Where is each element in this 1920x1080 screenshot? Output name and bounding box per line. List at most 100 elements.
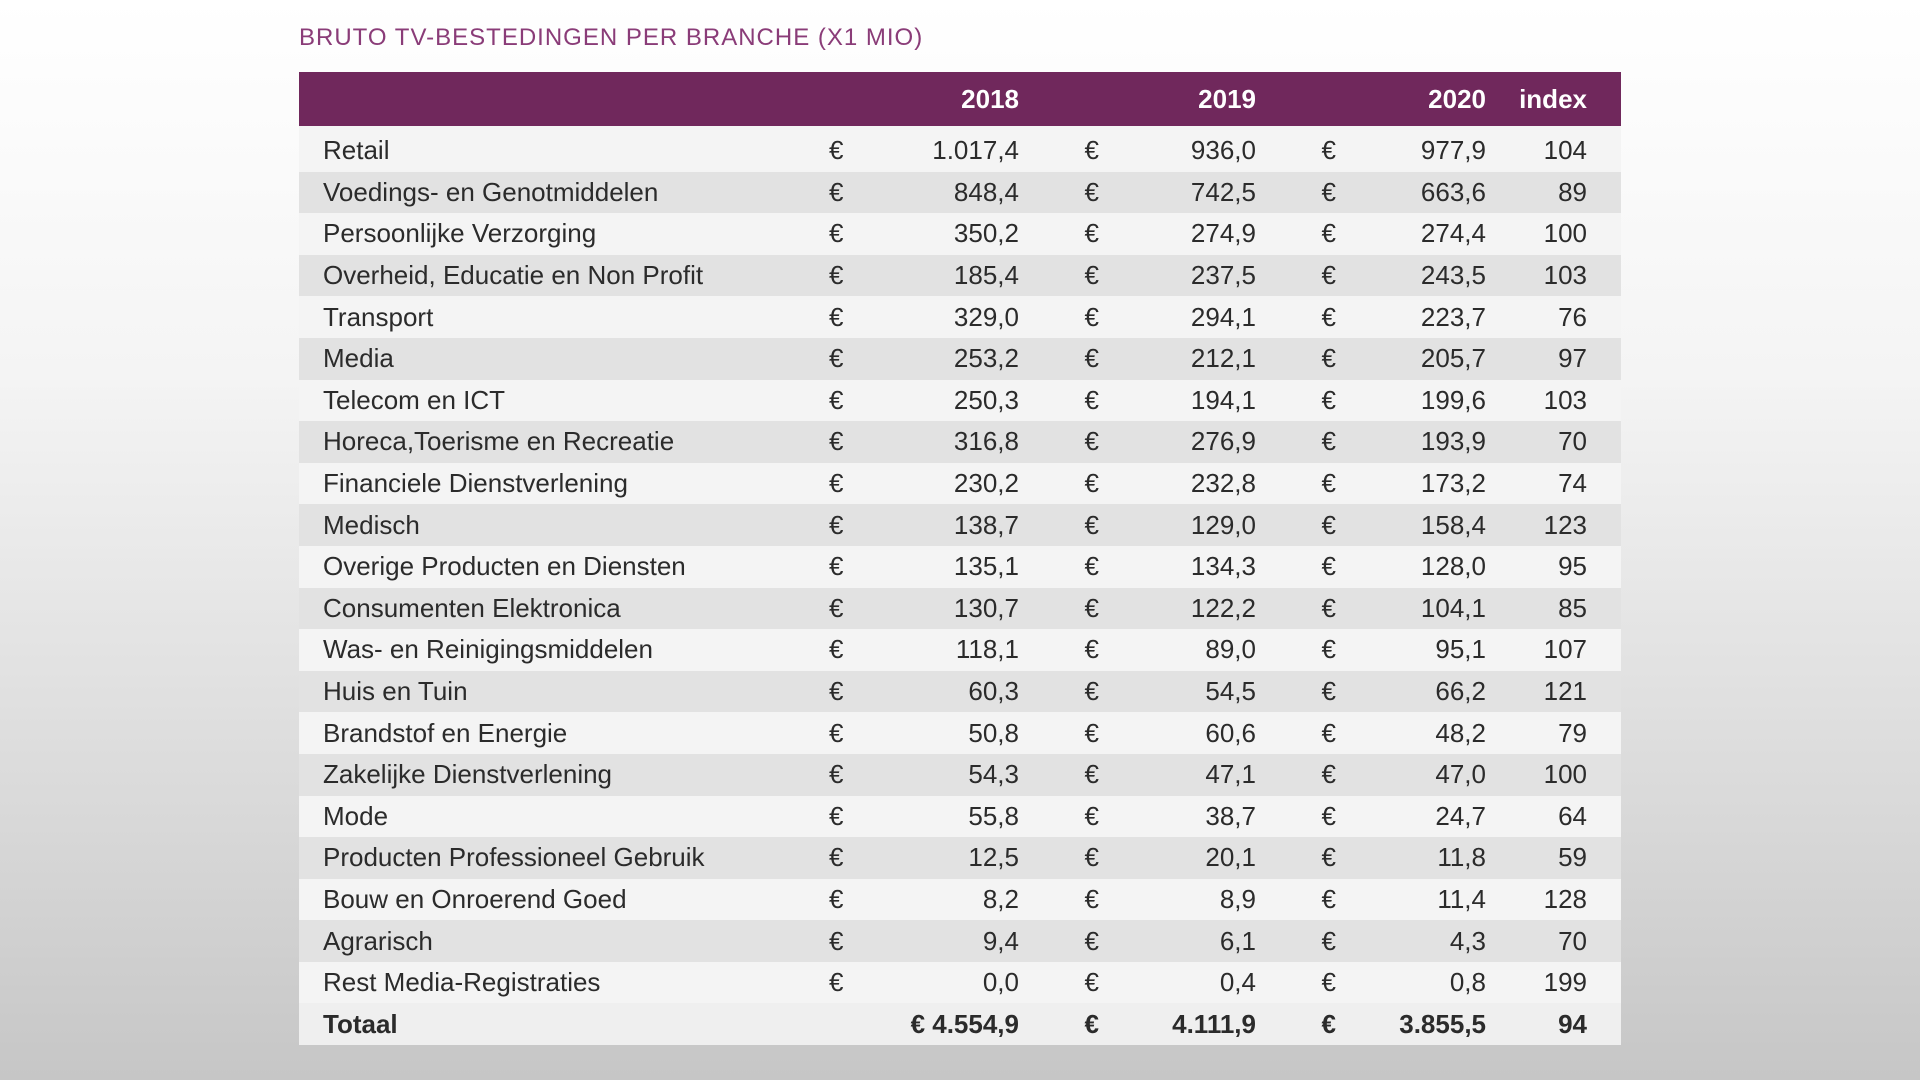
value-2020: 48,2: [1435, 717, 1486, 748]
value-2020: 173,2: [1420, 468, 1486, 499]
row-label: Consumenten Elektronica: [323, 592, 621, 623]
value-index: 95: [1558, 551, 1587, 582]
table-row: Horeca,Toerisme en Recreatie €316,8 €276,9…: [299, 421, 1621, 463]
header-index: index: [1519, 83, 1587, 114]
table-title: BRUTO TV-BESTEDINGEN PER BRANCHE (X1 MIO…: [299, 24, 924, 51]
value-2018: 350,2: [953, 218, 1019, 249]
euro-symbol-2020: €: [1321, 842, 1336, 873]
euro-symbol-2018: €: [829, 592, 844, 623]
table-row: Rest Media-Registraties €0,0 €0,4 €0,8 199: [299, 961, 1621, 1004]
header-label-cell: [299, 72, 809, 126]
value-2018: 9,4: [982, 925, 1019, 956]
euro-symbol-2020: €: [1321, 343, 1336, 374]
value-2018: 60,3: [968, 676, 1019, 707]
row-label: Brandstof en Energie: [323, 717, 568, 748]
table-row: Producten Professioneel Gebruik €12,5 €20,…: [299, 837, 1621, 879]
euro-symbol-2020: €: [1321, 759, 1336, 790]
euro-symbol-2019: €: [1084, 634, 1099, 665]
spacer-row: [299, 126, 1621, 130]
euro-symbol-2018: €: [829, 343, 844, 374]
euro-symbol-2020: €: [1321, 883, 1336, 914]
table-row: Mode €55,8 €38,7 €24,7 64: [299, 795, 1621, 838]
table-row: Bouw en Onroerend Goed €8,2 €8,9 €11,4 128: [299, 878, 1621, 921]
value-2019: 274,9: [1190, 218, 1256, 249]
euro-symbol-2018: €: [829, 842, 844, 873]
value-index: 59: [1558, 842, 1587, 873]
value-index: 70: [1558, 925, 1587, 956]
euro-symbol-2019: €: [1084, 759, 1099, 790]
value-2019: 8,9: [1219, 883, 1256, 914]
euro-symbol-2020-total: €: [1321, 1008, 1336, 1039]
table-body: Retail €1.017,4 €936,0 €977,9 104 Voedings- e…: [299, 126, 1621, 1046]
table-row: Retail €1.017,4 €936,0 €977,9 104: [299, 130, 1621, 172]
euro-symbol-2019: €: [1084, 135, 1099, 166]
value-2018: 50,8: [968, 717, 1019, 748]
row-label: Voedings- en Genotmiddelen: [323, 176, 659, 207]
value-index: 121: [1543, 676, 1587, 707]
value-2018: 138,7: [953, 509, 1019, 540]
row-label: Media: [323, 343, 394, 374]
row-label: Telecom en ICT: [323, 384, 506, 415]
table-row: Huis en Tuin €60,3 €54,5 €66,2 121: [299, 670, 1621, 713]
value-2020: 4,3: [1449, 925, 1486, 956]
total-index: 94: [1558, 1008, 1587, 1039]
euro-symbol-2018: €: [829, 676, 844, 707]
value-2020: 223,7: [1420, 301, 1486, 332]
value-2019: 47,1: [1205, 759, 1256, 790]
row-label: Agrarisch: [323, 925, 433, 956]
spending-table-container: 2018 2019 2020 index Retail €1.017,4 €936,…: [299, 72, 1621, 1046]
value-2018: 250,3: [953, 384, 1019, 415]
euro-symbol-2020: €: [1321, 426, 1336, 457]
row-label: Producten Professioneel Gebruik: [323, 842, 705, 873]
euro-symbol-2019: €: [1084, 509, 1099, 540]
euro-symbol-2020: €: [1321, 509, 1336, 540]
header-2020: 2020: [1428, 83, 1486, 114]
value-index: 70: [1558, 426, 1587, 457]
header-2018: 2018: [961, 83, 1019, 114]
value-2019: 194,1: [1190, 384, 1256, 415]
value-2018: 12,5: [968, 842, 1019, 873]
euro-symbol-2020: €: [1321, 260, 1336, 291]
euro-symbol-2019: €: [1084, 551, 1099, 582]
euro-symbol-2018: €: [829, 426, 844, 457]
header-2019: 2019: [1198, 83, 1256, 114]
value-2019: 89,0: [1205, 634, 1256, 665]
value-2019: 742,5: [1190, 176, 1256, 207]
total-row: Totaal € 4.554,9 €4.111,9 €3.855,5 94: [299, 1003, 1621, 1046]
value-2020: 24,7: [1435, 800, 1486, 831]
euro-symbol-2018: €: [829, 384, 844, 415]
table-row: Telecom en ICT €250,3 €194,1 €199,6 103: [299, 379, 1621, 422]
value-2018: 54,3: [968, 759, 1019, 790]
table-row: Agrarisch €9,4 €6,1 €4,3 70: [299, 920, 1621, 962]
value-2019: 276,9: [1190, 426, 1256, 457]
euro-symbol-2018: €: [829, 717, 844, 748]
euro-symbol-2018: €: [829, 883, 844, 914]
value-2018: 0,0: [982, 967, 1019, 998]
euro-symbol-2018: €: [829, 925, 844, 956]
value-2020: 193,9: [1420, 426, 1486, 457]
table-row: Zakelijke Dienstverlening €54,3 €47,1 €47,0…: [299, 753, 1621, 796]
value-2018: 253,2: [953, 343, 1019, 374]
value-2018: 329,0: [953, 301, 1019, 332]
euro-symbol-2019: €: [1084, 343, 1099, 374]
euro-symbol-2018: €: [829, 759, 844, 790]
value-2020: 205,7: [1420, 343, 1486, 374]
value-index: 64: [1558, 800, 1587, 831]
table-header-row: 2018 2019 2020 index: [299, 72, 1621, 126]
table-row: Persoonlijke Verzorging €350,2 €274,9 €274,…: [299, 213, 1621, 255]
euro-symbol-2019: €: [1084, 967, 1099, 998]
value-2020: 199,6: [1420, 384, 1486, 415]
euro-symbol-2018: €: [829, 176, 844, 207]
row-label: Transport: [323, 301, 434, 332]
euro-symbol-2019: €: [1084, 384, 1099, 415]
euro-symbol-2020: €: [1321, 135, 1336, 166]
value-2020: 47,0: [1435, 759, 1486, 790]
row-label: Huis en Tuin: [323, 676, 468, 707]
euro-symbol-2019: €: [1084, 592, 1099, 623]
row-label: Rest Media-Registraties: [323, 967, 601, 998]
row-label: Overige Producten en Diensten: [323, 551, 686, 582]
euro-symbol-2020: €: [1321, 218, 1336, 249]
value-2018: 135,1: [953, 551, 1019, 582]
euro-symbol-2019: €: [1084, 260, 1099, 291]
euro-symbol-2018: €: [829, 967, 844, 998]
